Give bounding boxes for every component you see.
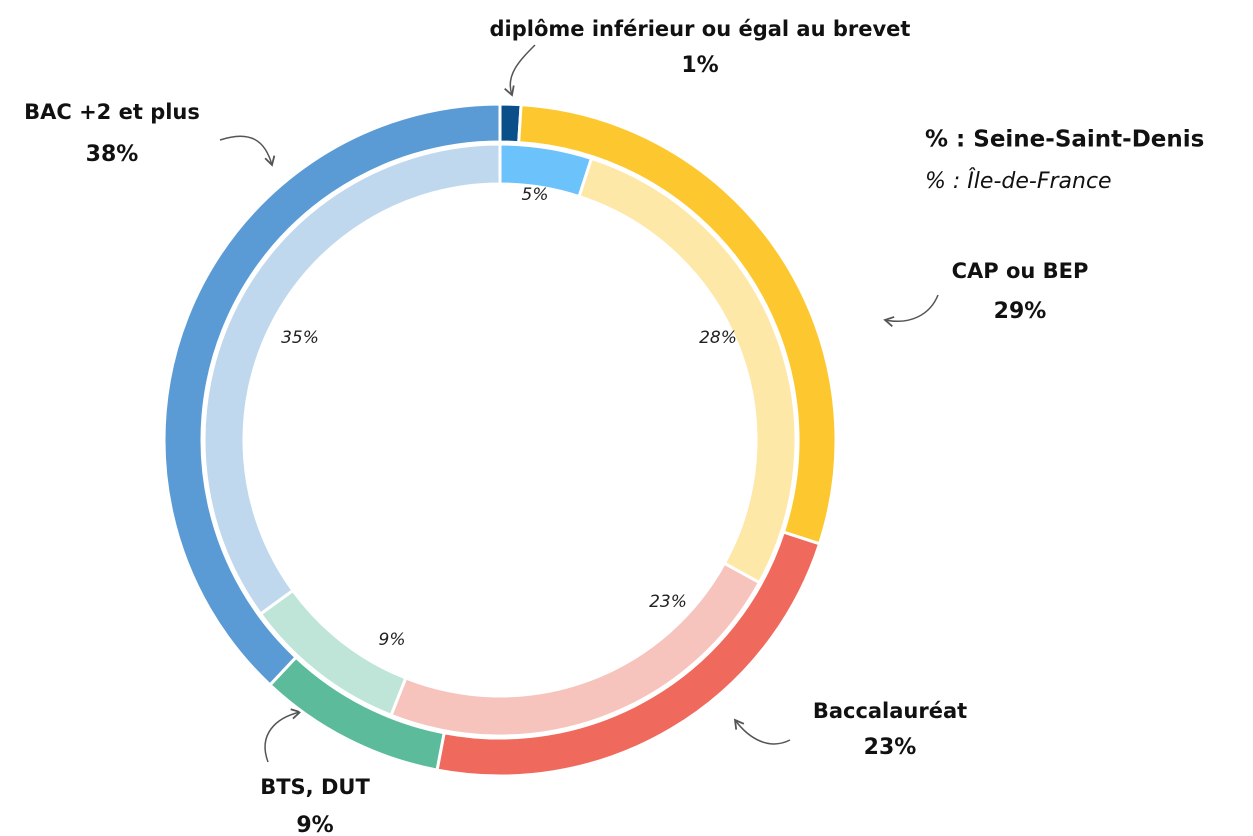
category-label: BAC +2 et plus xyxy=(24,100,200,124)
category-label: Baccalauréat xyxy=(813,699,967,723)
value-label: 28% xyxy=(699,328,737,348)
arrow xyxy=(264,708,302,763)
arrow xyxy=(504,44,536,97)
arrow xyxy=(219,135,276,167)
value-label: 35% xyxy=(281,328,319,348)
value-label: 5% xyxy=(522,185,549,205)
legend-entry: % : Île-de-France xyxy=(925,168,1112,194)
legend-entry: % : Seine-Saint-Denis xyxy=(925,127,1204,153)
value-label: 1% xyxy=(681,53,718,78)
value-label: 23% xyxy=(649,592,687,612)
arrow xyxy=(733,718,791,745)
value-label: 9% xyxy=(379,630,406,650)
category-label: diplôme inférieur ou égal au brevet xyxy=(490,17,911,41)
category-label: BTS, DUT xyxy=(260,775,370,799)
donut-segment xyxy=(389,561,762,738)
value-label: 9% xyxy=(296,813,333,836)
value-label: 38% xyxy=(86,142,139,167)
arrows xyxy=(219,44,939,763)
arrow xyxy=(883,294,939,328)
value-label: 29% xyxy=(994,299,1047,324)
category-label: CAP ou BEP xyxy=(952,259,1089,283)
donut-segment xyxy=(162,102,502,688)
donut-segment xyxy=(577,156,798,585)
donut-segment xyxy=(202,142,502,617)
value-label: 23% xyxy=(864,735,917,760)
